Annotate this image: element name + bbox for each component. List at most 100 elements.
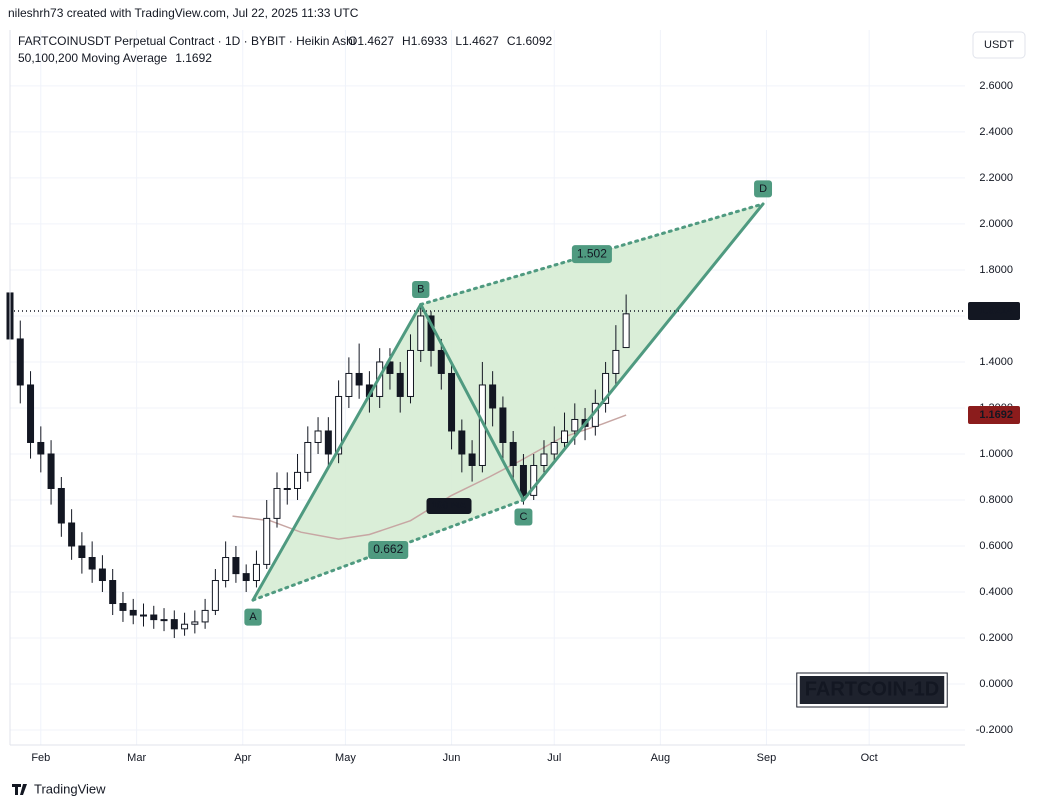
- logo-mark: [12, 784, 27, 795]
- x-tick-label: Oct: [861, 752, 878, 764]
- currency-button[interactable]: [972, 31, 1026, 59]
- credit: nileshrh73 created with TradingView.com,…: [8, 6, 359, 20]
- pattern-point-label-text: B: [417, 283, 424, 295]
- watermark-box: [797, 674, 947, 706]
- candle-body: [16, 338, 24, 386]
- ratio-label-box: [368, 541, 409, 560]
- candle-body: [499, 407, 507, 443]
- pattern-point-label-box: [412, 280, 430, 298]
- candle-body: [252, 563, 260, 582]
- candle-body: [78, 545, 86, 559]
- y-tick-label: 0.6000: [979, 540, 1013, 552]
- candle-body: [201, 609, 209, 623]
- candle-body: [571, 418, 579, 432]
- watermark-border: [796, 672, 948, 708]
- pattern-point-label-text: D: [759, 183, 767, 195]
- ma-legend-value: 1.1692: [175, 51, 212, 65]
- candle-body: [181, 623, 189, 630]
- candle-body: [294, 471, 302, 489]
- plot-area: A B C D 0.662 1.502 100 MA FARTCOIN-1D: [6, 180, 965, 708]
- candle-body: [622, 313, 630, 349]
- ma-legend: 50,100,200 Moving Average: [18, 51, 168, 65]
- candle-body: [345, 372, 353, 397]
- last-price-label-box: [968, 302, 1020, 321]
- candle-body: [109, 580, 117, 605]
- candle-body: [540, 453, 548, 466]
- pattern-point-label-text: A: [249, 611, 257, 623]
- candle-body: [98, 568, 106, 582]
- candle-body: [489, 384, 497, 409]
- candle-body: [396, 372, 404, 397]
- y-tick-label: 1.8000: [979, 264, 1013, 276]
- candle-body: [191, 621, 199, 625]
- ma-price-label-box: [968, 406, 1020, 425]
- candle-body: [47, 453, 55, 489]
- pattern-point-label-text: C: [519, 511, 527, 523]
- ohlc-legend: O1.4627 H1.6933 L1.4627 C1.6092: [348, 34, 553, 48]
- candle-body: [119, 603, 127, 611]
- x-tick-label: Sep: [757, 752, 777, 764]
- candle-body: [509, 441, 517, 466]
- ohlc-value: H1.6933: [402, 34, 448, 48]
- candle-body: [406, 349, 414, 397]
- footer-logo: [12, 784, 27, 795]
- ratio-label-text: 1.502: [577, 246, 607, 260]
- candle-body: [139, 614, 147, 617]
- ohlc-value: C1.6092: [507, 34, 553, 48]
- candle-body: [314, 430, 322, 443]
- ma-label-text: 100 MA: [431, 501, 466, 512]
- candle-body: [530, 464, 538, 496]
- watermark-text: FARTCOIN-1D: [805, 678, 939, 700]
- last-price-label: 1.6214: [979, 305, 1014, 317]
- candle-body: [273, 487, 281, 519]
- y-tick-label: 0.4000: [979, 586, 1013, 598]
- x-tick-label: Jun: [443, 752, 461, 764]
- candle-body: [150, 614, 158, 621]
- candle-body: [211, 580, 219, 611]
- candle-body: [561, 430, 569, 443]
- ohlc-value: O1.4627: [348, 34, 394, 48]
- y-tick-label: 1.4000: [979, 356, 1013, 368]
- candle-body: [550, 441, 558, 455]
- candle-body: [612, 349, 620, 374]
- axes: -0.2000 0.0000 0.2000 0.4000 0.6000 0.8000 1.0…: [31, 80, 1020, 764]
- candle-body: [448, 372, 456, 432]
- y-tick-label: 1.0000: [979, 448, 1013, 460]
- candle-body: [27, 384, 35, 443]
- candle-body: [129, 609, 137, 616]
- candle-body: [458, 430, 466, 455]
- y-tick-label: 2.4000: [979, 126, 1013, 138]
- y-tick-label: 0.8000: [979, 494, 1013, 506]
- x-tick-label: Mar: [127, 752, 146, 764]
- candle-body: [602, 372, 610, 404]
- candle-body: [417, 315, 425, 351]
- candle-body: [232, 557, 240, 575]
- pattern-point-label-box: [244, 608, 262, 626]
- currency-label[interactable]: USDT: [984, 39, 1014, 51]
- candle-body: [427, 315, 435, 351]
- y-tick-label: 0.0000: [979, 678, 1013, 690]
- x-tick-label: May: [335, 752, 356, 764]
- candle-body: [37, 441, 45, 455]
- symbol: FARTCOINUSDT Perpetual Contract · 1D · B…: [18, 34, 355, 48]
- pattern-ratio-line: [251, 498, 525, 602]
- candle-body: [88, 557, 96, 570]
- pattern-point-label-box: [754, 180, 773, 198]
- y-tick-label: 2.2000: [979, 172, 1013, 184]
- candle-body: [468, 453, 476, 466]
- candle-body: [324, 430, 332, 455]
- candle-body: [386, 361, 394, 374]
- pattern-leg: [521, 202, 765, 502]
- ratio-label-box: [571, 245, 612, 264]
- x-tick-label: Feb: [31, 752, 50, 764]
- candle-body: [283, 487, 291, 490]
- candle-body: [437, 349, 445, 374]
- candle-body: [160, 619, 168, 622]
- candle-body: [335, 395, 343, 455]
- pattern-leg: [419, 302, 525, 502]
- candle-body: [263, 517, 271, 565]
- x-tick-label: Aug: [651, 752, 671, 764]
- candle-body: [519, 464, 527, 496]
- pattern-point-label-box: [514, 508, 533, 526]
